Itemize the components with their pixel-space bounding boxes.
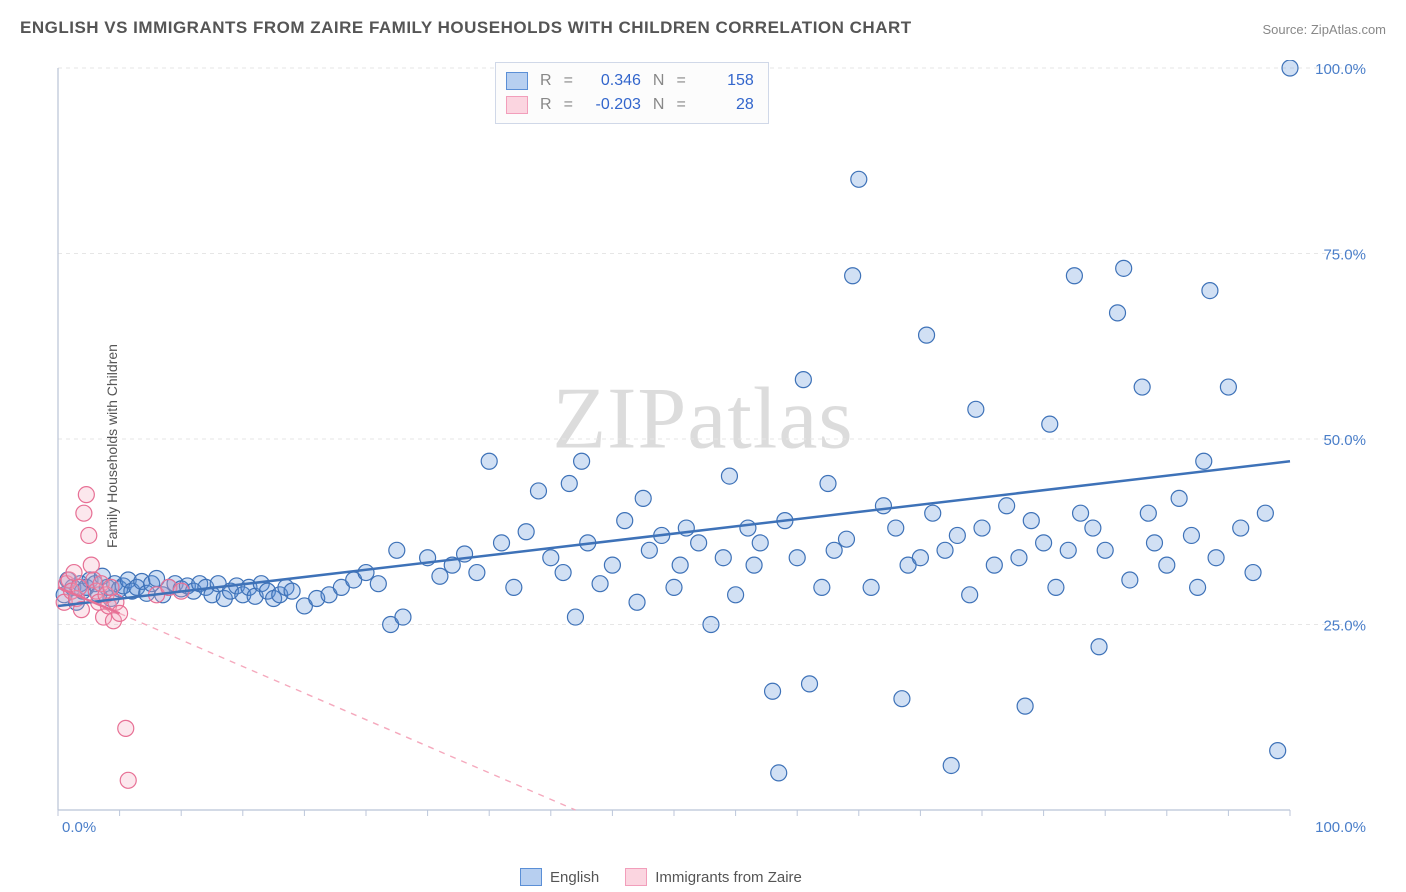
legend-label-english: English bbox=[550, 869, 599, 886]
legend-swatch-english bbox=[520, 868, 542, 886]
correlation-stats-box: R = 0.346 N = 158 R = -0.203 N = 28 bbox=[495, 62, 769, 124]
svg-text:75.0%: 75.0% bbox=[1323, 247, 1366, 264]
legend-item-zaire: Immigrants from Zaire bbox=[625, 868, 802, 886]
svg-text:0.0%: 0.0% bbox=[62, 819, 96, 836]
scatter-plot: 25.0% 50.0% 75.0% 100.0% 0.0% 100.0% bbox=[50, 60, 1380, 840]
chart-svg: 25.0% 50.0% 75.0% 100.0% 0.0% 100.0% bbox=[50, 60, 1380, 840]
legend-swatch-zaire bbox=[625, 868, 647, 886]
source-attribution: Source: ZipAtlas.com bbox=[1262, 22, 1386, 37]
legend-label-zaire: Immigrants from Zaire bbox=[655, 869, 802, 886]
legend-item-english: English bbox=[520, 868, 599, 886]
stats-r-value-zaire: -0.203 bbox=[585, 96, 641, 114]
stats-eq: = bbox=[676, 96, 685, 114]
stats-swatch-zaire bbox=[506, 96, 528, 114]
stats-r-label: R bbox=[540, 72, 552, 90]
stats-row-zaire: R = -0.203 N = 28 bbox=[506, 93, 754, 117]
svg-text:100.0%: 100.0% bbox=[1315, 61, 1366, 78]
stats-n-label: N bbox=[653, 72, 665, 90]
svg-text:100.0%: 100.0% bbox=[1315, 819, 1366, 836]
chart-title: ENGLISH VS IMMIGRANTS FROM ZAIRE FAMILY … bbox=[20, 18, 912, 38]
stats-r-value-english: 0.346 bbox=[585, 72, 641, 90]
svg-text:50.0%: 50.0% bbox=[1323, 432, 1366, 449]
stats-eq: = bbox=[564, 72, 573, 90]
legend-bottom: English Immigrants from Zaire bbox=[520, 868, 802, 886]
stats-r-label: R bbox=[540, 96, 552, 114]
stats-n-value-english: 158 bbox=[698, 72, 754, 90]
stats-swatch-english bbox=[506, 72, 528, 90]
stats-n-label: N bbox=[653, 96, 665, 114]
stats-eq: = bbox=[564, 96, 573, 114]
stats-eq: = bbox=[676, 72, 685, 90]
stats-row-english: R = 0.346 N = 158 bbox=[506, 69, 754, 93]
stats-n-value-zaire: 28 bbox=[698, 96, 754, 114]
svg-text:25.0%: 25.0% bbox=[1323, 618, 1366, 635]
